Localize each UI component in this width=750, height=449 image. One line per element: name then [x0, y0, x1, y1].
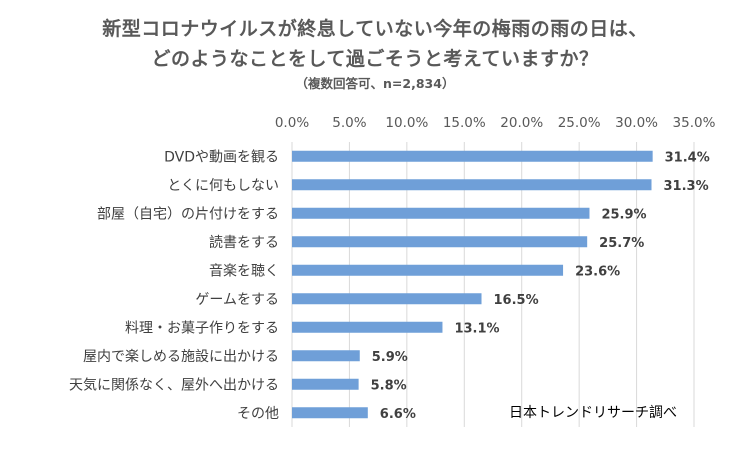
x-tick-label: 15.0%	[443, 115, 486, 131]
bar-2	[292, 207, 590, 219]
bar-4	[292, 264, 564, 276]
bar-3	[292, 236, 588, 248]
data-label: 31.4%	[665, 150, 710, 165]
x-tick-label: 25.0%	[558, 115, 601, 131]
category-label: 料理・お菓子作りをする	[125, 320, 279, 336]
source-annotation: 日本トレンドリサーチ調べ	[509, 405, 677, 421]
data-label: 6.6%	[380, 407, 416, 422]
chart-title-line-2: どのようなことをして過ごそうと考えていますか？	[151, 48, 599, 70]
data-label: 31.3%	[664, 179, 709, 194]
bar-8	[292, 378, 359, 390]
category-label: 天気に関係なく、屋外へ出かける	[69, 377, 279, 393]
category-label: とくに何もしない	[167, 178, 279, 194]
data-label: 25.9%	[601, 207, 646, 222]
data-label-layer: 31.4% 31.3% 25.9% 25.7% 23.6% 16.5% 13.1% 5.9% 5…	[371, 150, 710, 422]
data-label: 25.7%	[599, 236, 644, 251]
bar-1	[292, 179, 652, 191]
category-label-layer: DVDや動画を観るとくに何もしない部屋（自宅）の片付けをする読書をする音楽を聴く…	[69, 148, 279, 422]
x-tick-label: 10.0%	[385, 115, 428, 131]
category-label: 音楽を聴く	[209, 262, 279, 279]
data-label: 16.5%	[494, 293, 539, 308]
x-tick-label: 35.0%	[673, 115, 716, 131]
data-label: 23.6%	[575, 264, 620, 279]
x-tick-label: 30.0%	[615, 115, 658, 131]
data-label: 13.1%	[454, 321, 499, 336]
chart-title-line-1: 新型コロナウイルスが終息していない今年の梅雨の雨の日は、	[102, 18, 648, 40]
bar-5	[292, 293, 482, 305]
category-label: 屋内で楽しめる施設に出かける	[83, 349, 279, 365]
data-label: 5.9%	[372, 350, 408, 365]
bar-0	[292, 150, 653, 162]
bar-6	[292, 321, 443, 333]
bar-7	[292, 350, 360, 362]
bar-layer	[292, 150, 653, 419]
bar-9	[292, 407, 368, 419]
chart-subtitle: （複数回答可、n=2,834）	[295, 76, 455, 91]
x-tick-label: 0.0%	[275, 115, 309, 131]
x-tick-label: 20.0%	[500, 115, 543, 131]
data-label: 5.8%	[371, 378, 407, 393]
category-label: 部屋（自宅）の片付けをする	[97, 206, 279, 222]
x-tick-layer: 0.0% 5.0% 10.0% 15.0% 20.0% 25.0% 30.0% 35.0%	[275, 115, 716, 131]
category-label: その他	[237, 406, 279, 422]
category-label: 読書をする	[209, 234, 279, 251]
category-label: ゲームをする	[195, 292, 279, 308]
x-tick-label: 5.0%	[332, 115, 366, 131]
category-label: DVDや動画を観る	[164, 148, 279, 165]
